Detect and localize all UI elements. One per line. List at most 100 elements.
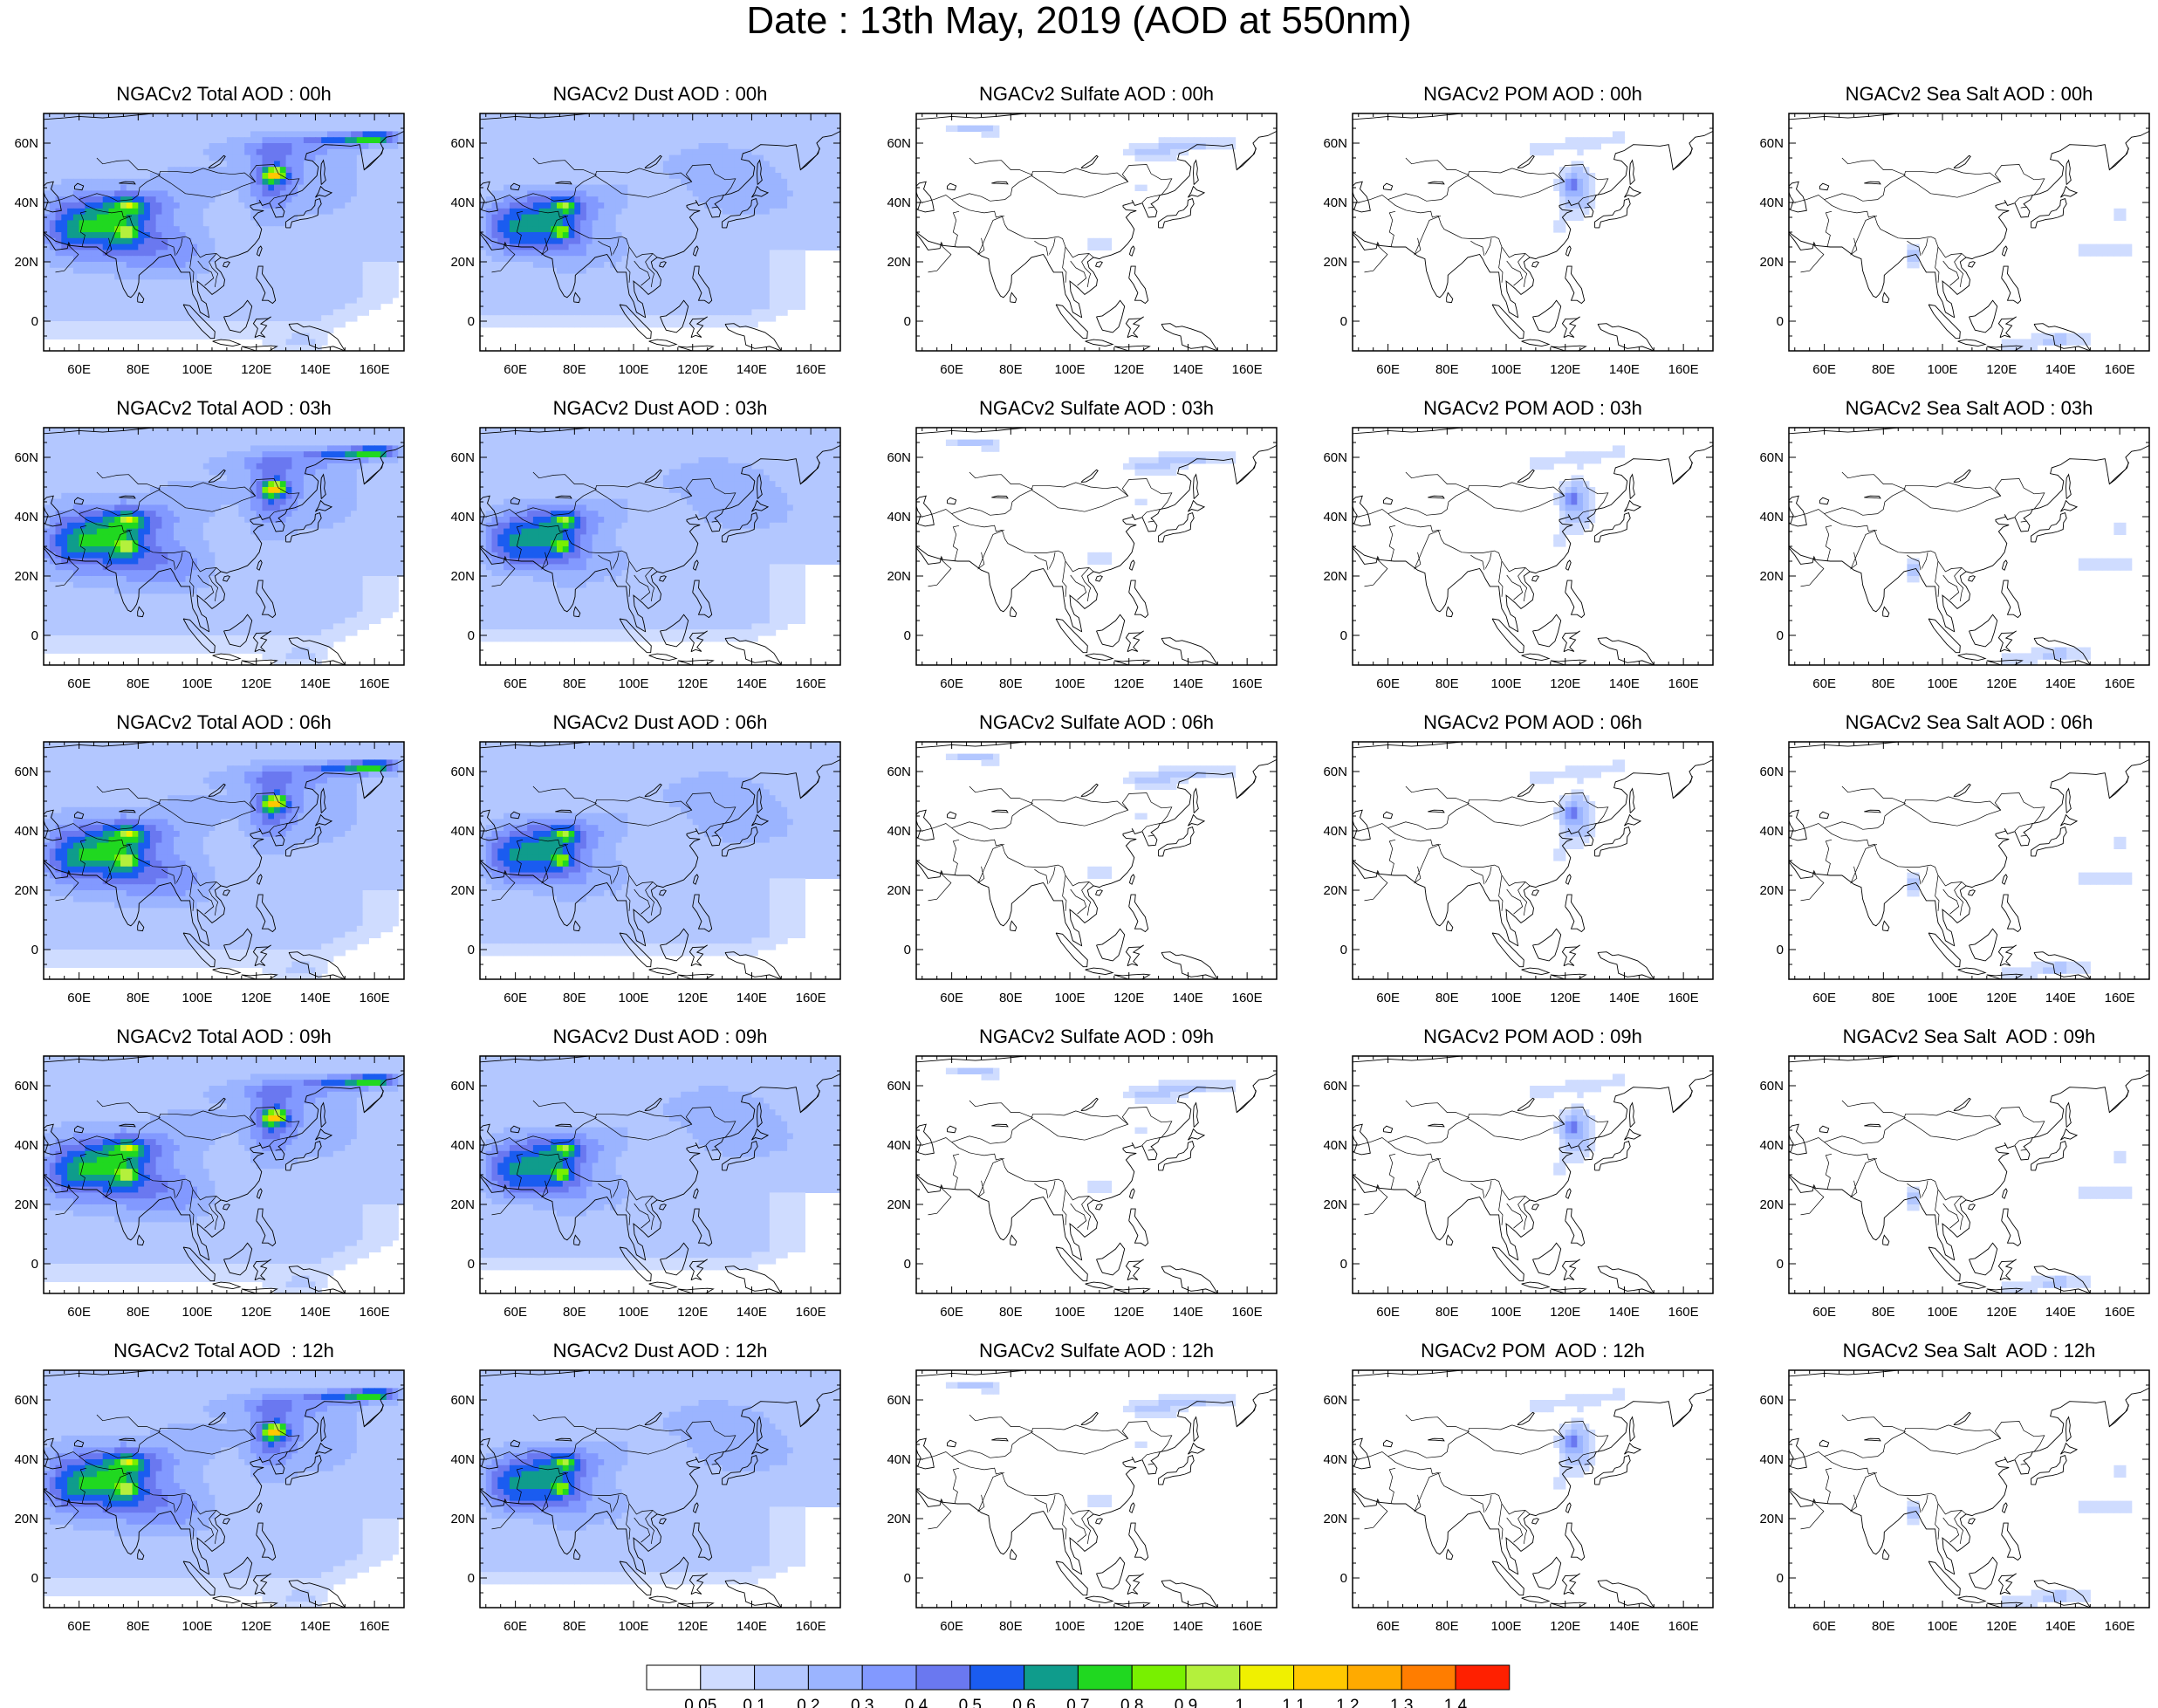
map-plot: 60E 80E 100E 120E 140E 160E 60N 40N 20N 0 [1323,113,1714,377]
x-tick-label: 160E [1668,1305,1699,1320]
x-tick-label: 60E [1812,991,1836,1005]
y-tick-label: 60N [14,765,38,779]
map-plot: 60E 80E 100E 120E 140E 160E 60N 40N 20N 0 [14,1055,405,1320]
x-tick-label: 80E [1435,1619,1459,1634]
y-tick-label: 60N [1323,1393,1347,1408]
y-tick-label: 60N [887,765,911,779]
panel-title: NGACv2 Sea Salt AOD : 03h [1789,398,2149,419]
x-tick-label: 160E [796,676,826,691]
y-tick-label: 60N [1759,765,1784,779]
panel-title: NGACv2 POM AOD : 00h [1353,84,1713,105]
borders [916,785,1173,916]
coastlines [44,428,404,665]
x-tick-label: 160E [796,991,826,1005]
x-tick-label: 140E [2045,362,2076,377]
aod-field [44,428,404,665]
y-tick-label: 60N [450,450,475,465]
y-tick-label: 60N [1759,450,1784,465]
map-plot: 60E 80E 100E 120E 140E 160E 60N 40N 20N 0 [887,741,1278,1005]
x-tick-label: 160E [2105,362,2135,377]
y-tick-label: 60N [14,136,38,151]
colorbar-swatch [1401,1664,1456,1691]
y-tick-label: 0 [1777,314,1784,329]
x-tick-label: 120E [241,1305,271,1320]
borders [916,471,1173,601]
x-tick-label: 160E [2105,1619,2135,1634]
y-tick-label: 20N [887,1512,911,1526]
x-tick-label: 80E [563,991,586,1005]
colorbar-label: 0.05 [684,1697,716,1708]
y-tick-label: 0 [1777,943,1784,957]
borders [1353,785,1609,916]
panel-title: NGACv2 Sea Salt AOD : 09h [1789,1026,2149,1047]
colorbar-label: 0.8 [1120,1697,1143,1708]
y-tick-label: 40N [450,195,475,210]
borders [1353,1414,1609,1544]
x-tick-label: 160E [2105,676,2135,691]
map-plot: 60E 80E 100E 120E 140E 160E 60N 40N 20N 0 [1759,427,2150,691]
map-panel: NGACv2 POM AOD : 12h 60E 80E 100E 120E 140E 16… [1323,1341,1714,1651]
y-tick-label: 20N [887,1197,911,1212]
x-tick-label: 100E [619,1305,649,1320]
y-tick-label: 20N [1323,1512,1347,1526]
map-plot: 60E 80E 100E 120E 140E 160E 60N 40N 20N 0 [1323,741,1714,1005]
colorbar-label: 1.2 [1336,1697,1359,1708]
y-tick-label: 40N [1759,824,1784,839]
map-plot: 60E 80E 100E 120E 140E 160E 60N 40N 20N 0 [14,113,405,377]
x-tick-label: 80E [1435,362,1459,377]
x-tick-label: 140E [736,1619,767,1634]
x-tick-label: 100E [1928,362,1958,377]
map-panel: NGACv2 Sulfate AOD : 12h 60E 80E 100E 120E 14… [887,1341,1278,1651]
x-tick-label: 100E [619,1619,649,1634]
x-tick-label: 120E [1986,1619,2017,1634]
x-tick-label: 100E [1928,1305,1958,1320]
y-tick-label: 40N [887,195,911,210]
map-panel: NGACv2 Total AOD : 03h 60E 80E 100E 120E 140E… [14,398,405,709]
x-tick-label: 160E [1232,1619,1263,1634]
y-tick-label: 60N [450,1393,475,1408]
x-tick-label: 160E [2105,991,2135,1005]
map-plot: 60E 80E 100E 120E 140E 160E 60N 40N 20N 0 [1323,427,1714,691]
x-tick-label: 120E [1986,362,2017,377]
map-plot: 60E 80E 100E 120E 140E 160E 60N 40N 20N 0 [887,427,1278,691]
x-tick-label: 140E [2045,991,2076,1005]
panel-title: NGACv2 Sulfate AOD : 00h [916,84,1277,105]
aod-field [1530,131,1626,233]
map-panel: NGACv2 Sulfate AOD : 06h 60E 80E 100E 120E 14… [887,712,1278,1023]
x-tick-label: 140E [736,1305,767,1320]
x-tick-label: 120E [1113,1619,1144,1634]
panel-title: NGACv2 Sulfate AOD : 12h [916,1341,1277,1362]
coastlines [916,1056,1277,1293]
y-tick-label: 40N [1323,1138,1347,1153]
y-tick-label: 20N [14,569,38,584]
y-tick-label: 0 [468,628,475,643]
aod-field [945,1067,1237,1193]
panel-title: NGACv2 POM AOD : 06h [1353,712,1713,733]
map-panel: NGACv2 POM AOD : 00h 60E 80E 100E 120E 140E 16… [1323,84,1714,394]
map-plot: 60E 80E 100E 120E 140E 160E 60N 40N 20N 0 [1323,1369,1714,1634]
y-tick-label: 20N [14,883,38,898]
map-panel: NGACv2 Total AOD : 06h 60E 80E 100E 120E 140E… [14,712,405,1023]
map-panel: NGACv2 Total AOD : 12h 60E 80E 100E 120E 140E… [14,1341,405,1651]
x-tick-label: 140E [736,676,767,691]
x-tick-label: 100E [182,1619,213,1634]
x-tick-label: 120E [241,362,271,377]
y-tick-label: 40N [1759,1452,1784,1467]
y-tick-label: 0 [1340,1571,1347,1586]
colorbar-label: 1.1 [1282,1697,1305,1708]
x-tick-label: 60E [504,676,527,691]
panel-title: NGACv2 POM AOD : 12h [1353,1341,1713,1362]
y-tick-label: 20N [1759,569,1784,584]
borders [1353,1100,1609,1230]
y-tick-label: 60N [14,1079,38,1094]
x-tick-label: 160E [1232,362,1263,377]
aod-field [945,753,1237,879]
panel-title: NGACv2 POM AOD : 09h [1353,1026,1713,1047]
colorbar-swatch [1024,1664,1079,1691]
borders [916,1100,1173,1230]
x-tick-label: 140E [1609,991,1640,1005]
y-tick-label: 40N [1323,824,1347,839]
colorbar-label: 0.7 [1066,1697,1089,1708]
x-tick-label: 100E [1055,1619,1086,1634]
